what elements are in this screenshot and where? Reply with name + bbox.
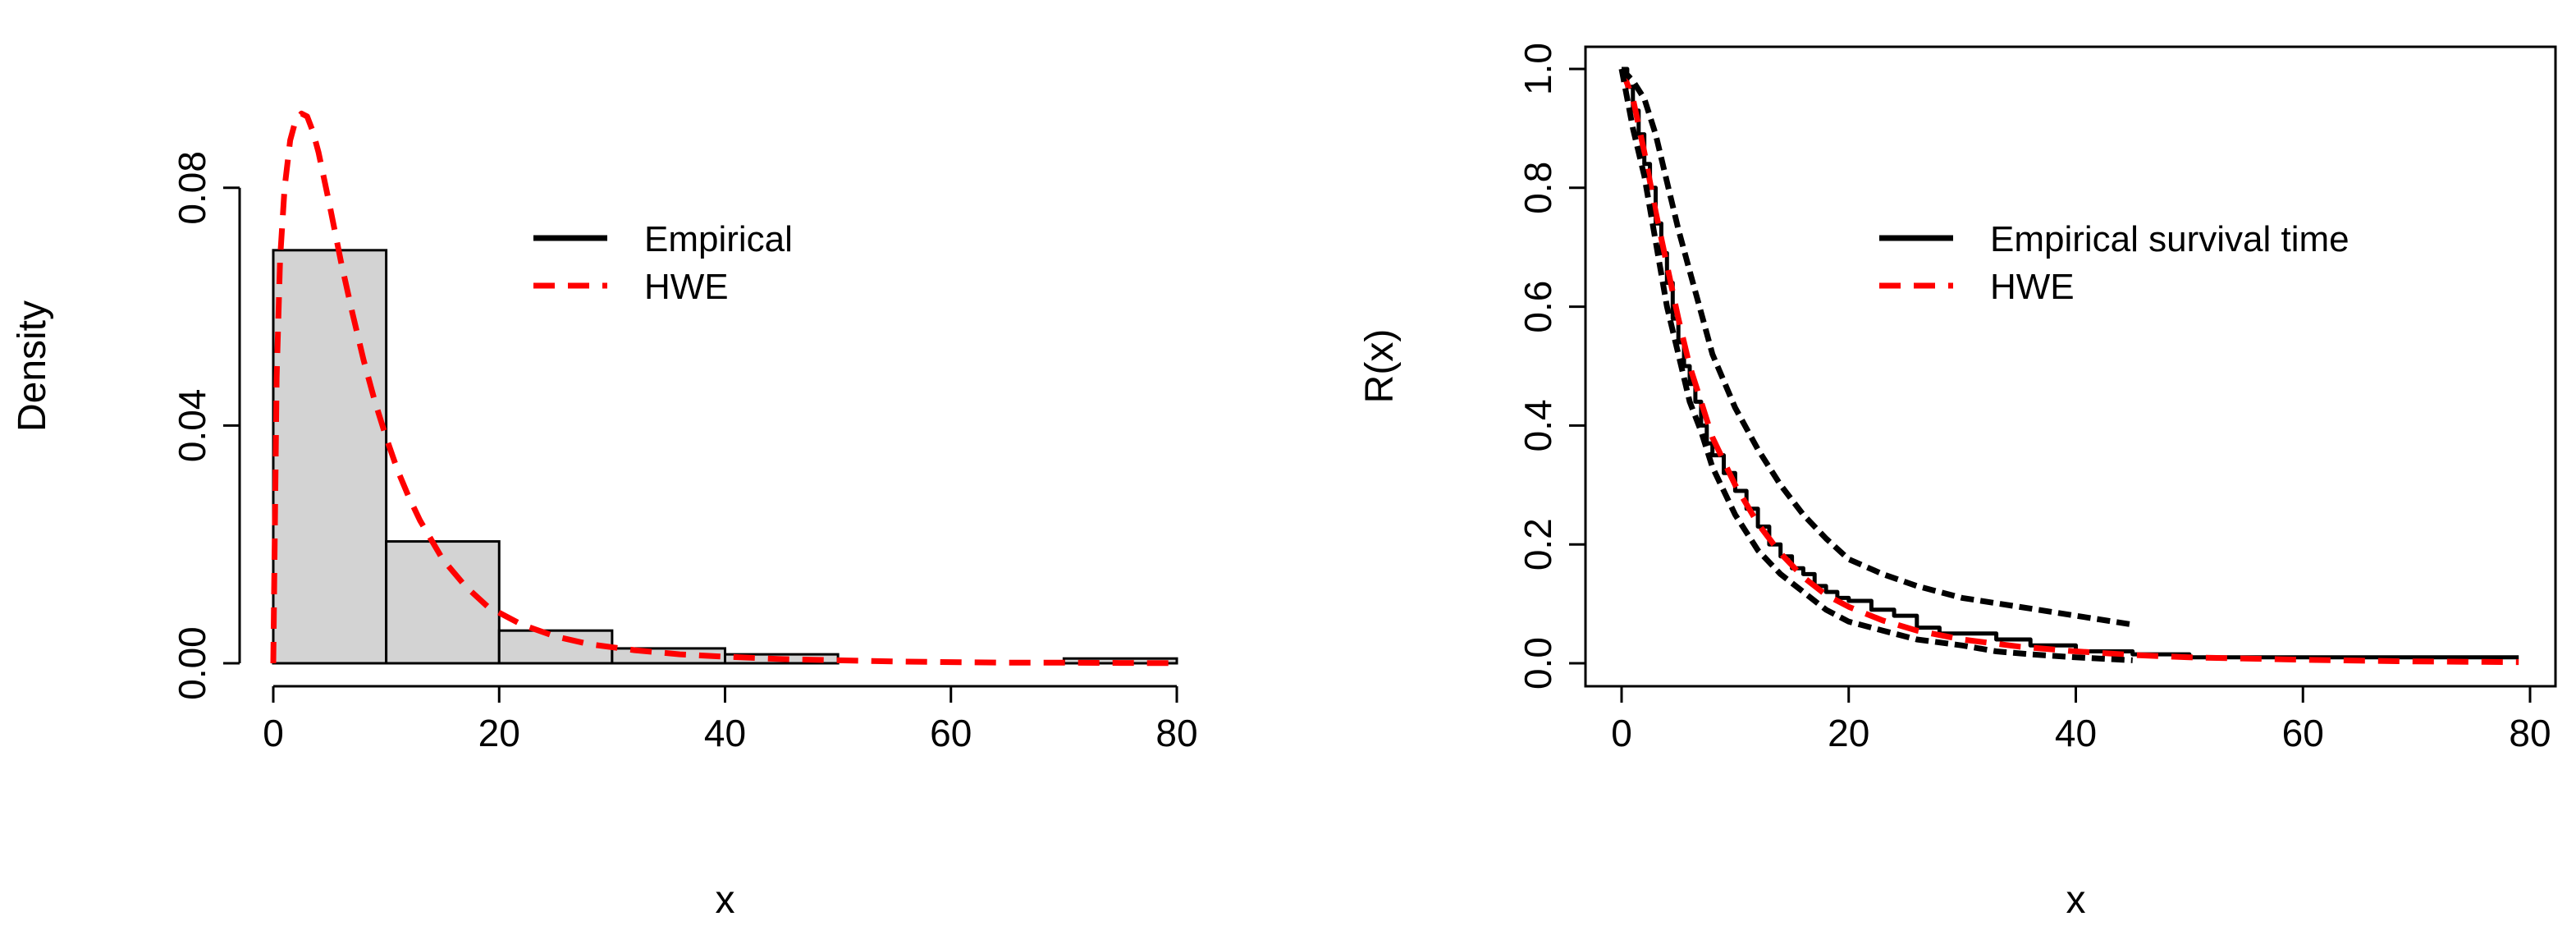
x-tick-label: 0 xyxy=(263,712,284,754)
y-tick-label: 0.6 xyxy=(1517,281,1559,333)
histogram-bar xyxy=(272,249,388,665)
histogram-panel: 0 20 40 60 80 0.00 0.04 0.08 x Density Empirical HW… xyxy=(11,110,1198,922)
x-tick-label: 40 xyxy=(704,712,746,754)
legend-label: HWE xyxy=(1990,267,2075,307)
legend-label: Empirical xyxy=(644,219,793,259)
series-empirical-survival-time xyxy=(1622,66,2519,660)
histogram-bar xyxy=(497,629,614,665)
y-tick-label: 1.0 xyxy=(1517,43,1559,95)
x-tick-label: 20 xyxy=(1828,712,1869,754)
x-tick-label: 20 xyxy=(478,712,520,754)
y-tick-label: 0.08 xyxy=(171,151,213,225)
y-tick-label: 0.0 xyxy=(1517,637,1559,690)
plot-frame xyxy=(1584,45,2557,688)
y-tick-label: 0.00 xyxy=(171,626,213,700)
y-tick-label: 0.4 xyxy=(1517,399,1559,451)
y-tick-label: 0.2 xyxy=(1517,518,1559,571)
legend-label: Empirical survival time xyxy=(1990,219,2350,259)
x-tick-label: 80 xyxy=(1155,712,1197,754)
x-tick-label: 60 xyxy=(930,712,972,754)
x-axis-title: x xyxy=(2066,878,2086,922)
y-axis-title: Density xyxy=(11,300,54,432)
series-hwe xyxy=(1618,67,2519,666)
confidence-bound-line xyxy=(1619,66,2134,628)
x-tick-label: 80 xyxy=(2509,712,2551,754)
x-tick-label: 60 xyxy=(2282,712,2324,754)
legend-label: HWE xyxy=(644,267,729,307)
y-tick-label: 0.8 xyxy=(1517,162,1559,214)
x-axis-title: x xyxy=(716,878,735,922)
x-tick-label: 40 xyxy=(2055,712,2097,754)
confidence-bound-line xyxy=(1618,68,2133,663)
survival-panel: 0 20 40 60 80 0.0 0.2 0.4 0.6 0.8 1.0 x R(x) Empirica… xyxy=(1358,43,2557,922)
series-hwe xyxy=(270,110,1178,667)
y-tick-label: 0.04 xyxy=(171,389,213,463)
x-tick-label: 0 xyxy=(1611,712,1632,754)
y-axis-title: R(x) xyxy=(1358,329,1402,404)
